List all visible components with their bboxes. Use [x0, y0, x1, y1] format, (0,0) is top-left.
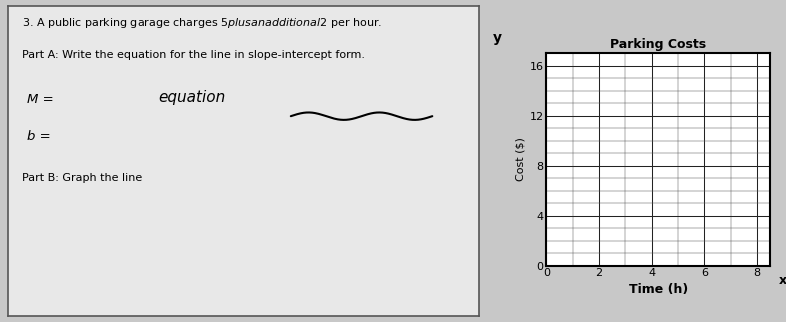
- Text: b =: b =: [27, 130, 50, 143]
- Text: equation: equation: [159, 90, 226, 105]
- Text: Part B: Graph the line: Part B: Graph the line: [22, 173, 142, 183]
- Text: M =: M =: [27, 93, 53, 106]
- Title: Parking Costs: Parking Costs: [610, 38, 707, 51]
- Text: y: y: [493, 31, 501, 45]
- Text: x: x: [779, 274, 786, 287]
- Text: Part A: Write the equation for the line in slope-intercept form.: Part A: Write the equation for the line …: [22, 50, 365, 60]
- Text: 3. A public parking garage charges $5 plus an additional $2 per hour.: 3. A public parking garage charges $5 pl…: [22, 16, 382, 30]
- X-axis label: Time (h): Time (h): [629, 283, 688, 296]
- Y-axis label: Cost ($): Cost ($): [515, 137, 525, 181]
